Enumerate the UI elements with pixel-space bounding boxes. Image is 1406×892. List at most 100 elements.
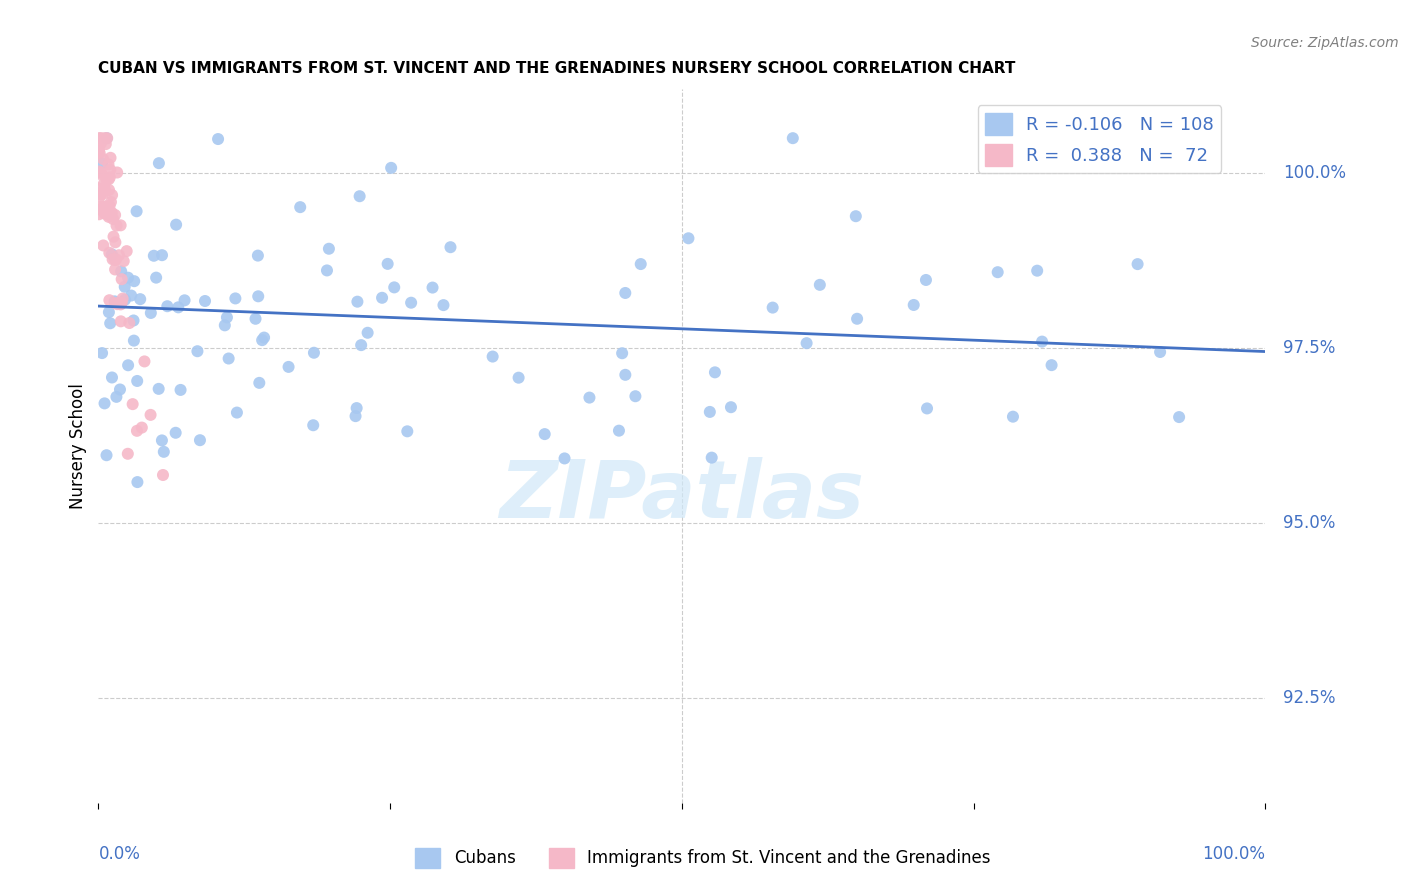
Point [105,390,128,404]
Point [1031,334,1053,349]
Point [101,212,124,227]
Text: 100.0%: 100.0% [1202,845,1265,863]
Point [117,358,139,372]
Point [624,389,647,403]
Point [104,235,127,250]
Point [97,204,120,219]
Point [188,433,211,447]
Point [250,333,273,347]
Point [110,297,132,311]
Point [114,280,136,294]
Point [247,376,270,390]
Legend: Cubans, Immigrants from St. Vincent and the Grenadines: Cubans, Immigrants from St. Vincent and … [409,841,997,875]
Point [110,314,132,328]
Point [207,132,229,146]
Point [97,305,120,319]
Point [142,249,165,263]
Y-axis label: Nursery School: Nursery School [69,383,87,509]
Point [703,365,725,379]
Point [97,172,120,186]
Point [111,292,134,306]
Point [422,280,444,294]
Point [846,311,869,326]
Text: Source: ZipAtlas.com: Source: ZipAtlas.com [1251,36,1399,50]
Point [173,293,195,308]
Point [148,382,170,396]
Point [90,166,112,180]
Point [104,296,127,310]
Point [104,262,127,277]
Point [215,310,238,325]
Point [96,173,118,187]
Point [94,183,117,197]
Point [98,293,121,308]
Point [915,401,938,416]
Point [87,181,110,195]
Point [371,291,394,305]
Point [100,151,122,165]
Point [98,199,121,213]
Point [111,296,134,310]
Point [87,164,110,178]
Point [1026,263,1049,277]
Point [614,285,637,300]
Point [91,238,114,252]
Point [1001,409,1024,424]
Point [382,280,405,294]
Point [399,295,422,310]
Point [98,162,121,177]
Point [105,297,128,311]
Point [169,383,191,397]
Point [101,252,124,267]
Point [533,427,555,442]
Point [90,202,112,217]
Point [89,189,111,203]
Point [134,354,156,368]
Point [105,219,128,233]
Point [127,475,149,489]
Point [122,334,145,348]
Point [145,270,167,285]
Point [115,244,138,259]
Point [91,152,114,166]
Point [150,248,173,262]
Point [96,448,118,462]
Point [380,161,402,175]
Text: 97.5%: 97.5% [1282,339,1336,357]
Point [101,370,124,384]
Point [90,200,112,214]
Point [396,425,419,439]
Point [93,131,115,145]
Point [97,208,120,222]
Point [89,131,111,145]
Point [118,316,141,330]
Point [186,344,208,359]
Point [117,447,139,461]
Point [89,146,111,161]
Text: 100.0%: 100.0% [1282,164,1346,182]
Point [699,405,721,419]
Legend: R = -0.106   N = 108, R =  0.388   N =  72: R = -0.106 N = 108, R = 0.388 N = 72 [977,105,1222,173]
Point [245,311,267,326]
Point [903,298,925,312]
Point [103,229,125,244]
Point [915,273,938,287]
Point [247,289,270,303]
Point [93,206,115,220]
Point [762,301,785,315]
Point [125,424,148,438]
Point [607,424,630,438]
Point [97,210,120,224]
Point [439,240,461,254]
Point [93,177,115,191]
Point [302,345,325,359]
Point [356,326,378,340]
Point [610,346,633,360]
Point [346,294,368,309]
Point [1040,358,1063,372]
Point [290,200,312,214]
Point [98,183,121,197]
Point [302,418,325,433]
Point [91,184,114,198]
Point [89,167,111,181]
